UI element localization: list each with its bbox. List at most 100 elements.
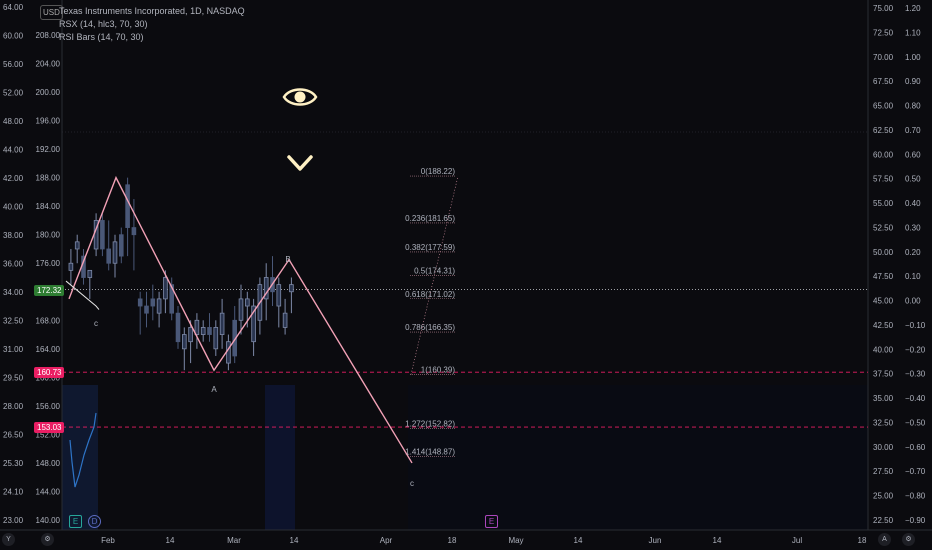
candle-body (282, 312, 288, 328)
time-tick: 14 (574, 536, 583, 545)
rsi-tick: 0.50 (905, 175, 921, 184)
rsx-tick: 40.00 (873, 345, 894, 354)
oscillator-tick: 24.10 (3, 488, 24, 497)
time-tick: 14 (290, 536, 299, 545)
oscillator-tick: 31.00 (3, 345, 24, 354)
fib-level-label: 1(160.39) (421, 366, 456, 375)
eye-icon[interactable] (282, 88, 318, 106)
rsi-tick: 0.40 (905, 199, 921, 208)
rsx-tick: 25.00 (873, 492, 894, 501)
candle-body (188, 327, 193, 343)
rsi-tick: 0.70 (905, 126, 921, 135)
rsi-tick: 1.10 (905, 28, 921, 37)
earnings-marker[interactable]: E (69, 515, 82, 528)
candle-body (119, 234, 124, 257)
time-axis[interactable]: Feb 14 Mar 14 Apr 18 May 14 Jun 14 Jul 18 (101, 536, 867, 545)
rsi-tick: −0.30 (905, 370, 926, 379)
rsi-tick: −0.70 (905, 467, 926, 476)
year-button[interactable]: Y (2, 533, 15, 546)
prior-wave-c (65, 280, 100, 310)
oscillator-tick: 42.00 (3, 174, 24, 183)
left-price-axis[interactable]: 140.00144.00148.00152.00156.00160.00164.… (36, 31, 61, 525)
oscillator-tick: 32.50 (3, 317, 24, 326)
fib-level-label: 0.236(181.65) (405, 214, 455, 223)
rsx-tick: 62.50 (873, 126, 894, 135)
candle-body (150, 298, 156, 307)
price-tick: 188.00 (36, 174, 61, 183)
rsi-tick: −0.10 (905, 321, 926, 330)
rsx-tick: 30.00 (873, 443, 894, 452)
time-tick: Apr (380, 536, 393, 545)
settings-icon[interactable]: ⚙ (41, 533, 54, 546)
dividend-marker[interactable]: D (88, 515, 101, 528)
time-tick: Jun (649, 536, 662, 545)
time-tick: 14 (713, 536, 722, 545)
price-tick: 208.00 (36, 31, 61, 40)
indicator-rsi-bars[interactable]: RSI Bars (14, 70, 30) (59, 32, 144, 42)
abc-wave[interactable]: c A Bc (65, 175, 414, 488)
candle-body (106, 248, 112, 264)
candle-body (194, 319, 200, 335)
currency-badge[interactable]: USD (40, 5, 63, 20)
rsx-tick: 60.00 (873, 150, 894, 159)
highlight-zone-2 (408, 385, 868, 530)
oscillator-tick: 23.00 (3, 516, 24, 525)
price-tick: 180.00 (36, 231, 61, 240)
price-tick: 192.00 (36, 145, 61, 154)
candle-body (226, 341, 231, 364)
oscillator-tick: 28.00 (3, 402, 24, 411)
indicator-rsx[interactable]: RSX (14, hlc3, 70, 30) (59, 19, 148, 29)
price-tick: 156.00 (36, 402, 61, 411)
rsx-tick: 55.00 (873, 199, 894, 208)
candle-body (200, 327, 206, 335)
oscillator-tick: 56.00 (3, 60, 24, 69)
rsx-tick: 65.00 (873, 102, 894, 111)
rsx-tick: 22.50 (873, 516, 894, 525)
earnings-marker-future[interactable]: E (485, 515, 498, 528)
candle-body (87, 269, 93, 278)
wave-label: B (285, 255, 290, 264)
rsx-tick: 67.50 (873, 77, 894, 86)
candle-body (163, 277, 168, 300)
candle-body (238, 298, 244, 321)
fib-level-label: 0.5(174.31) (414, 266, 455, 275)
rsi-tick: 0.80 (905, 102, 921, 111)
oscillator-tick: 52.00 (3, 89, 24, 98)
time-tick: Mar (227, 536, 241, 545)
candle-body (251, 305, 256, 343)
left-oscillator-axis[interactable]: 23.00 24.10 25.30 26.50 28.00 29.50 31.00 32.50… (3, 3, 24, 525)
candle-body (219, 312, 225, 335)
time-tick: Jul (792, 536, 802, 545)
time-tick: Feb (101, 536, 115, 545)
auto-scale-button[interactable]: A (878, 533, 891, 546)
rsx-tick: 42.50 (873, 321, 894, 330)
candle-body (207, 327, 212, 335)
right-axis-rsi[interactable]: 1.20 1.10 1.00 0.90 0.80 0.70 0.60 0.50 0.40 0.30… (905, 4, 926, 525)
wave-label: A (211, 385, 217, 394)
candle-body (175, 312, 181, 343)
time-tick: 14 (166, 536, 175, 545)
fib-retracement[interactable]: 0(188.22) 0.236(181.65) 0.382(177.59) 0.5(1… (405, 167, 459, 458)
rsx-tick: 47.50 (873, 272, 894, 281)
fib-level-label: 0.618(171.02) (405, 290, 455, 299)
symbol-title[interactable]: Texas Instruments Incorporated, 1D, NASD… (59, 6, 245, 16)
fib-level-label: 1.272(152.82) (405, 420, 455, 429)
price-tick: 176.00 (36, 259, 61, 268)
current-price-badge: 172.32 (34, 285, 65, 296)
scroll-icon[interactable]: ⚙ (902, 533, 915, 546)
right-axis-rsx[interactable]: 75.00 72.50 70.00 67.50 65.00 62.50 60.00 57.50… (873, 4, 894, 525)
time-tick: 18 (858, 536, 867, 545)
chevron-down-icon[interactable] (287, 155, 313, 171)
candle-body (213, 327, 219, 350)
rsi-tick: 0.00 (905, 297, 921, 306)
rsx-tick: 57.50 (873, 175, 894, 184)
rsi-tick: −0.90 (905, 516, 926, 525)
oscillator-tick: 64.00 (3, 3, 24, 12)
candle-body (112, 241, 118, 264)
candle-body (244, 298, 250, 307)
oscillator-line (69, 412, 97, 488)
candle-body (156, 298, 162, 314)
rsx-tick: 32.50 (873, 418, 894, 427)
rsi-tick: 0.90 (905, 77, 921, 86)
